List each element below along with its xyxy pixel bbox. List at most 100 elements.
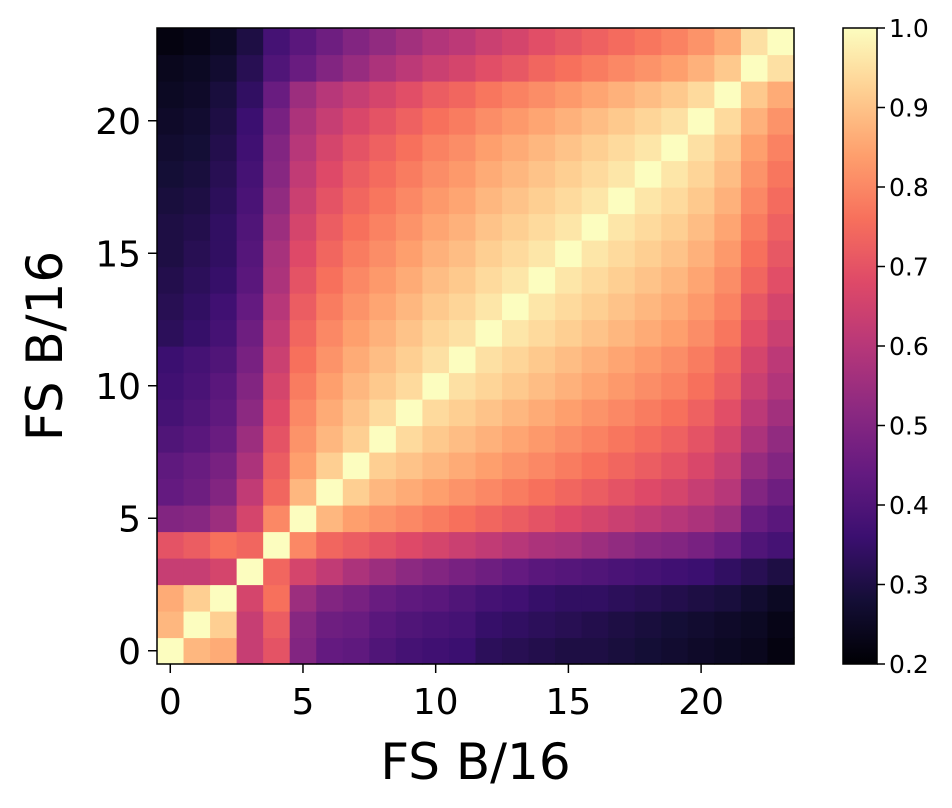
heatmap-cell bbox=[767, 531, 795, 559]
heatmap-cell bbox=[608, 505, 636, 533]
heatmap-cell bbox=[263, 478, 291, 506]
heatmap-cell bbox=[316, 54, 344, 82]
heatmap-cell bbox=[581, 134, 609, 162]
heatmap-cell bbox=[687, 425, 715, 453]
heatmap-cell bbox=[555, 505, 583, 533]
heatmap-cell bbox=[581, 346, 609, 374]
heatmap-cell bbox=[342, 266, 370, 294]
heatmap-cell bbox=[316, 399, 344, 427]
y-tick-label: 15 bbox=[95, 234, 141, 275]
heatmap-cell bbox=[183, 134, 211, 162]
heatmap-cell bbox=[183, 399, 211, 427]
heatmap-cell bbox=[448, 452, 477, 480]
colorbar-tick-label: 0.9 bbox=[889, 94, 929, 123]
heatmap-cell bbox=[289, 637, 317, 665]
heatmap-cell bbox=[687, 319, 715, 347]
heatmap-cell bbox=[581, 81, 609, 109]
heatmap-cell bbox=[236, 531, 264, 559]
heatmap-cell bbox=[395, 107, 424, 135]
heatmap-cell bbox=[608, 425, 636, 453]
heatmap-cell bbox=[316, 293, 344, 321]
heatmap-cell bbox=[502, 134, 530, 162]
heatmap-cell bbox=[634, 452, 662, 480]
heatmap-cell bbox=[210, 399, 238, 427]
heatmap-cell bbox=[289, 81, 317, 109]
heatmap-cell bbox=[448, 240, 477, 268]
heatmap-cell bbox=[448, 372, 477, 400]
heatmap-cell bbox=[475, 584, 503, 612]
heatmap-cell bbox=[210, 425, 238, 453]
heatmap-cell bbox=[342, 399, 370, 427]
heatmap-cell bbox=[475, 28, 503, 56]
heatmap-cell bbox=[183, 637, 211, 665]
heatmap-cell bbox=[369, 637, 397, 665]
heatmap-cell bbox=[740, 372, 769, 400]
heatmap-cell bbox=[687, 266, 715, 294]
heatmap-cell bbox=[661, 160, 689, 188]
heatmap-cell bbox=[183, 611, 211, 639]
heatmap-cell bbox=[289, 372, 317, 400]
heatmap-cell bbox=[528, 266, 556, 294]
heatmap-cell bbox=[342, 505, 370, 533]
heatmap-cell bbox=[448, 107, 477, 135]
heatmap-cell bbox=[528, 346, 556, 374]
heatmap-cell bbox=[475, 240, 503, 268]
y-axis-ticks: 0 5 10 15 20 bbox=[95, 102, 157, 673]
heatmap-cell bbox=[714, 452, 742, 480]
heatmap-cell bbox=[157, 399, 185, 427]
colorbar-tick-label: 1.0 bbox=[889, 14, 929, 43]
heatmap-cell bbox=[316, 266, 344, 294]
heatmap-cell bbox=[475, 319, 503, 347]
heatmap-cell bbox=[687, 452, 715, 480]
heatmap-cell bbox=[157, 134, 185, 162]
heatmap-cell bbox=[448, 425, 477, 453]
heatmap-cell bbox=[157, 54, 185, 82]
heatmap-cell bbox=[581, 399, 609, 427]
heatmap-cell bbox=[767, 611, 795, 639]
heatmap-cell bbox=[661, 81, 689, 109]
heatmap-cell bbox=[767, 81, 795, 109]
heatmap-cell bbox=[475, 54, 503, 82]
heatmap-cell bbox=[316, 187, 344, 215]
heatmap-cell bbox=[210, 107, 238, 135]
heatmap-cell bbox=[316, 81, 344, 109]
heatmap-cell bbox=[740, 558, 769, 586]
heatmap-cell bbox=[740, 478, 769, 506]
heatmap-cell bbox=[581, 240, 609, 268]
heatmap-cell bbox=[369, 81, 397, 109]
heatmap-cell bbox=[608, 213, 636, 241]
heatmap-cell bbox=[448, 187, 477, 215]
heatmap-cell bbox=[528, 505, 556, 533]
heatmap-cell bbox=[395, 187, 424, 215]
heatmap-cell bbox=[369, 425, 397, 453]
colorbar-tick-label: 0.3 bbox=[889, 571, 929, 600]
heatmap-cell bbox=[448, 266, 477, 294]
heatmap-cell bbox=[289, 187, 317, 215]
heatmap-cell bbox=[263, 637, 291, 665]
heatmap-cell bbox=[767, 558, 795, 586]
heatmap-cell bbox=[448, 346, 477, 374]
heatmap-cell bbox=[342, 425, 370, 453]
heatmap-cell bbox=[661, 637, 689, 665]
heatmap-cell bbox=[316, 346, 344, 374]
heatmap-cell bbox=[714, 531, 742, 559]
heatmap-cell bbox=[210, 293, 238, 321]
heatmap-cell bbox=[502, 637, 530, 665]
heatmap-cell bbox=[767, 266, 795, 294]
heatmap-cell bbox=[714, 160, 742, 188]
heatmap-cell bbox=[422, 28, 450, 56]
heatmap-cell bbox=[448, 558, 477, 586]
heatmap-cell bbox=[316, 505, 344, 533]
heatmap-cell bbox=[263, 54, 291, 82]
heatmap-cell bbox=[448, 134, 477, 162]
heatmap-cell bbox=[687, 54, 715, 82]
heatmap-cell bbox=[475, 81, 503, 109]
heatmap-cell bbox=[687, 372, 715, 400]
heatmap-cell bbox=[581, 160, 609, 188]
heatmap-cell bbox=[502, 452, 530, 480]
x-axis-ticks: 0 5 10 15 20 bbox=[159, 664, 724, 723]
heatmap-cell bbox=[422, 240, 450, 268]
heatmap-cell bbox=[157, 425, 185, 453]
heatmap-cell bbox=[528, 81, 556, 109]
heatmap-cell bbox=[422, 54, 450, 82]
